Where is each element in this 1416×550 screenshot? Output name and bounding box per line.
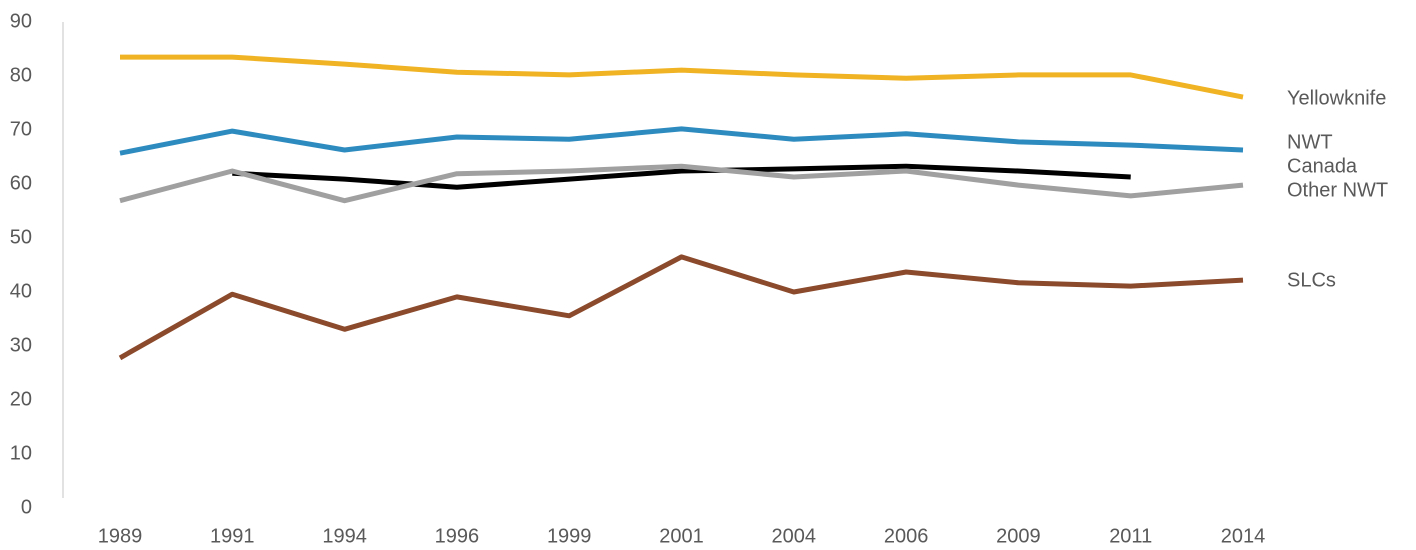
x-tick-label: 1991 xyxy=(210,525,255,547)
series-line xyxy=(120,54,1244,100)
y-tick-label: 80 xyxy=(10,64,32,86)
series-line xyxy=(119,163,1244,204)
legend-label: NWT xyxy=(1287,131,1333,153)
series-line xyxy=(118,254,1244,361)
series-line xyxy=(119,126,1244,156)
y-tick-label: 20 xyxy=(10,388,32,410)
y-tick-label: 60 xyxy=(10,172,32,194)
x-tick-label: 1989 xyxy=(98,525,143,547)
x-tick-label: 2004 xyxy=(772,525,817,547)
x-tick-label: 2009 xyxy=(996,525,1041,547)
y-tick-label: 70 xyxy=(10,118,32,140)
x-tick-label: 2011 xyxy=(1109,525,1152,547)
y-tick-label: 10 xyxy=(10,442,32,464)
x-tick-label: 2001 xyxy=(659,525,704,547)
y-tick-label: 50 xyxy=(10,226,32,248)
x-tick-label: 1996 xyxy=(435,525,480,547)
y-tick-label: 30 xyxy=(10,334,32,356)
y-tick-label: 0 xyxy=(21,496,32,518)
x-tick-label: 2006 xyxy=(884,525,929,547)
y-tick-label: 40 xyxy=(10,280,32,302)
x-tick-label: 1999 xyxy=(547,525,592,547)
legend-label: Canada xyxy=(1287,155,1358,177)
x-tick-label: 2014 xyxy=(1221,525,1266,547)
x-tick-label: 1994 xyxy=(322,525,367,547)
legend-label: SLCs xyxy=(1287,269,1336,291)
legend-label: Other NWT xyxy=(1287,179,1388,201)
y-tick-label: 90 xyxy=(10,10,32,32)
series-line xyxy=(232,163,1131,190)
legend-label: Yellowknife xyxy=(1287,87,1386,109)
